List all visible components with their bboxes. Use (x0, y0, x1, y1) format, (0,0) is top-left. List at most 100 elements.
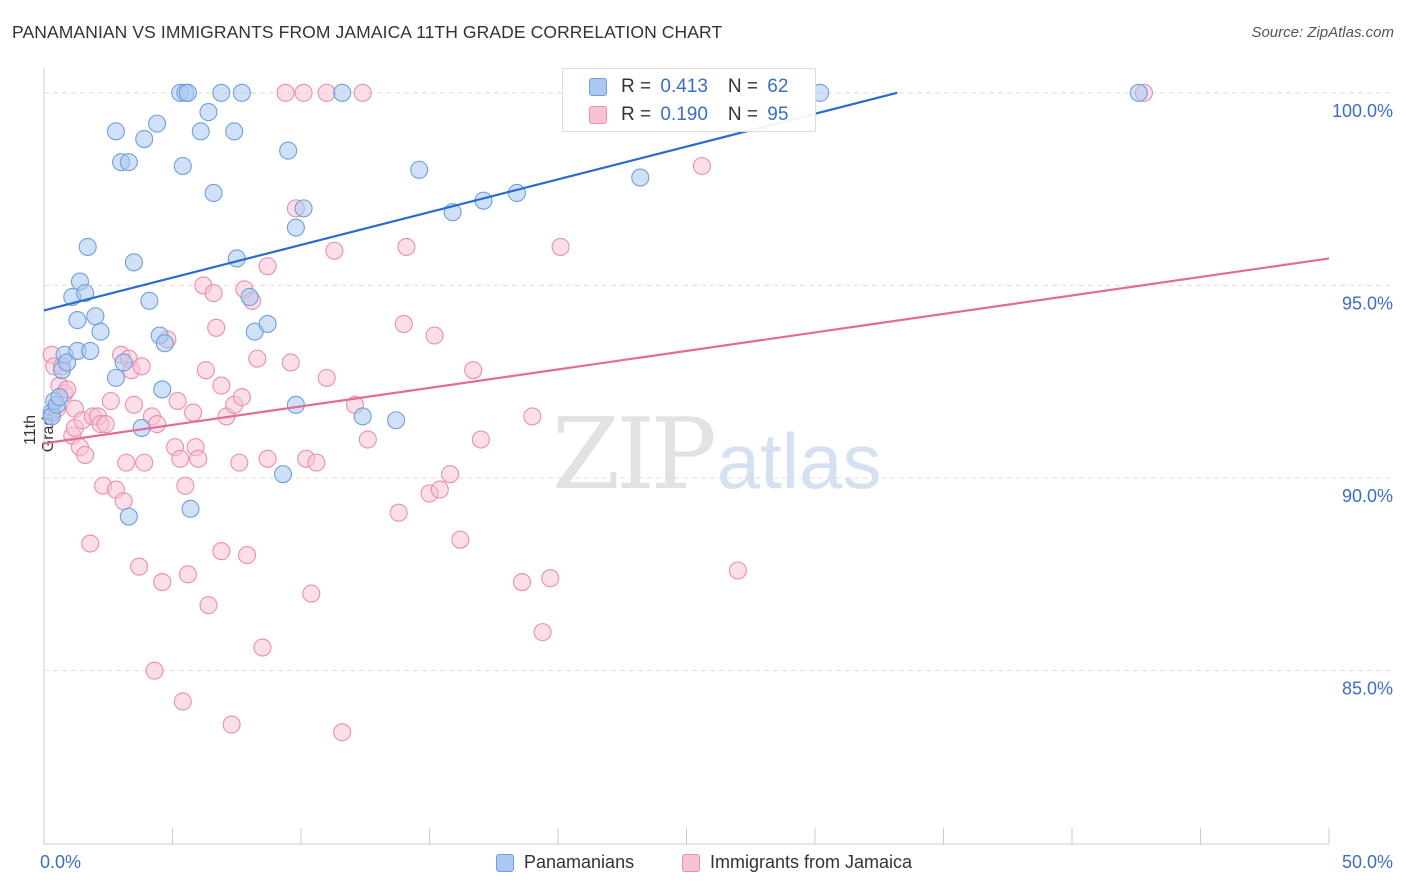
jamaica-point (196, 361, 215, 380)
jamaica-point (171, 449, 190, 468)
panamanian-point (178, 83, 197, 102)
jamaica-point (394, 314, 413, 334)
jamaica-point (281, 353, 300, 372)
jamaica-point (464, 361, 483, 380)
panamanian-point (58, 353, 77, 372)
panamanian-point (227, 249, 246, 268)
jamaica-point (253, 638, 272, 657)
jamaica-point (132, 357, 151, 376)
jamaica-point (551, 237, 570, 256)
panamanian-point (114, 353, 133, 372)
jamaica-point (101, 391, 120, 411)
y-tick-label: 85.0% (1342, 679, 1393, 699)
jamaica-point (471, 430, 490, 449)
jamaica-point (302, 584, 321, 603)
stats-r-label: R = (621, 76, 657, 97)
panamanian-point (153, 380, 172, 399)
stats-n-value: 95 (767, 104, 789, 125)
panamanian-point (387, 411, 406, 430)
y-tick-label: 100.0% (1332, 101, 1393, 121)
jamaica-point (207, 318, 226, 337)
jamaica-point (353, 83, 372, 102)
panamanian-point (119, 153, 138, 172)
panamanian-point (68, 311, 87, 330)
jamaica-point (189, 449, 208, 468)
jamaica-point (230, 453, 249, 472)
jamaica-point (317, 368, 336, 387)
panamanian-point (258, 314, 277, 334)
jamaica-point (173, 692, 192, 711)
panamanian-point (204, 183, 223, 203)
panamanian-point (140, 291, 159, 310)
legend-swatch-pink (682, 853, 700, 872)
panamanian-point (106, 368, 126, 387)
panamanian-point (273, 465, 293, 484)
legend-item-jamaica[interactable]: Immigrants from Jamaica (682, 852, 912, 873)
jamaica-point (96, 415, 115, 434)
panamanian-point (410, 160, 429, 179)
jamaica-point (307, 453, 326, 472)
jamaica-point (258, 257, 277, 276)
jamaica-point (148, 415, 167, 434)
panamanian-point (135, 129, 154, 149)
legend-item-panamanians[interactable]: Panamanians (496, 852, 634, 873)
stats-r-value: 0.413 (660, 76, 708, 97)
legend-label-panamanians: Panamanians (524, 852, 635, 872)
legend-label-jamaica: Immigrants from Jamaica (710, 852, 913, 872)
panamanian-point (86, 307, 105, 326)
jamaica-point (81, 534, 100, 553)
legend-swatch-blue (496, 853, 514, 872)
jamaica-point (124, 395, 143, 414)
panamanian-point (119, 507, 138, 526)
panamanian-point (148, 114, 167, 133)
tick-labels: 85.0% 90.0% 95.0% 100.0% 0.0% 50.0% (40, 101, 1393, 872)
jamaica-point (692, 156, 711, 176)
jamaica-point (76, 445, 95, 464)
jamaica-point (441, 465, 460, 484)
panamanian-point (286, 218, 305, 237)
panamanian-point (212, 83, 231, 102)
jamaica-point (541, 569, 560, 588)
panamanian-point (279, 141, 298, 160)
x-tick-label-min: 0.0% (40, 852, 81, 872)
panamanian-point (631, 168, 650, 187)
panamanian-point (1129, 83, 1148, 102)
jamaica-point (130, 557, 149, 576)
jamaica-point (184, 403, 203, 422)
panamanian-point (191, 122, 210, 141)
panamanian-point (286, 395, 305, 414)
jamaica-point (117, 453, 136, 472)
panamanian-point (91, 322, 110, 341)
jamaica-point (325, 241, 344, 260)
jamaica-point (248, 349, 267, 368)
jamaica-point (199, 596, 218, 615)
jamaica-point (276, 83, 295, 102)
panamanian-point (333, 83, 352, 102)
jamaica-point (512, 572, 532, 592)
stats-row-jamaica: R = 0.190 N = 95 (563, 100, 788, 130)
stats-swatch-blue (589, 78, 607, 96)
panamanian-point (353, 407, 372, 426)
panamanian-point (240, 287, 259, 307)
jamaica-point (523, 407, 542, 426)
x-tick-label-max: 50.0% (1342, 852, 1393, 872)
panamanian-point (507, 183, 526, 203)
jamaica-point (294, 83, 313, 102)
jamaica-point (176, 476, 195, 495)
jamaica-point (728, 561, 747, 580)
panamanian-point (81, 341, 100, 360)
jamaica-trend-line (43, 257, 1330, 445)
jamaica-point (222, 715, 241, 734)
jamaica-point (114, 492, 133, 511)
axes (43, 68, 1330, 845)
jamaica-point (533, 623, 552, 642)
panamanian-point (181, 499, 200, 518)
jamaica-point (212, 542, 231, 561)
stats-r-label: R = (621, 104, 657, 125)
jamaica-point (168, 391, 187, 411)
stats-n-label: N = (727, 104, 764, 125)
panamanian-point (124, 253, 143, 272)
panamanian-point (155, 334, 174, 353)
jamaica-point (153, 572, 172, 592)
jamaica-point (232, 388, 251, 407)
